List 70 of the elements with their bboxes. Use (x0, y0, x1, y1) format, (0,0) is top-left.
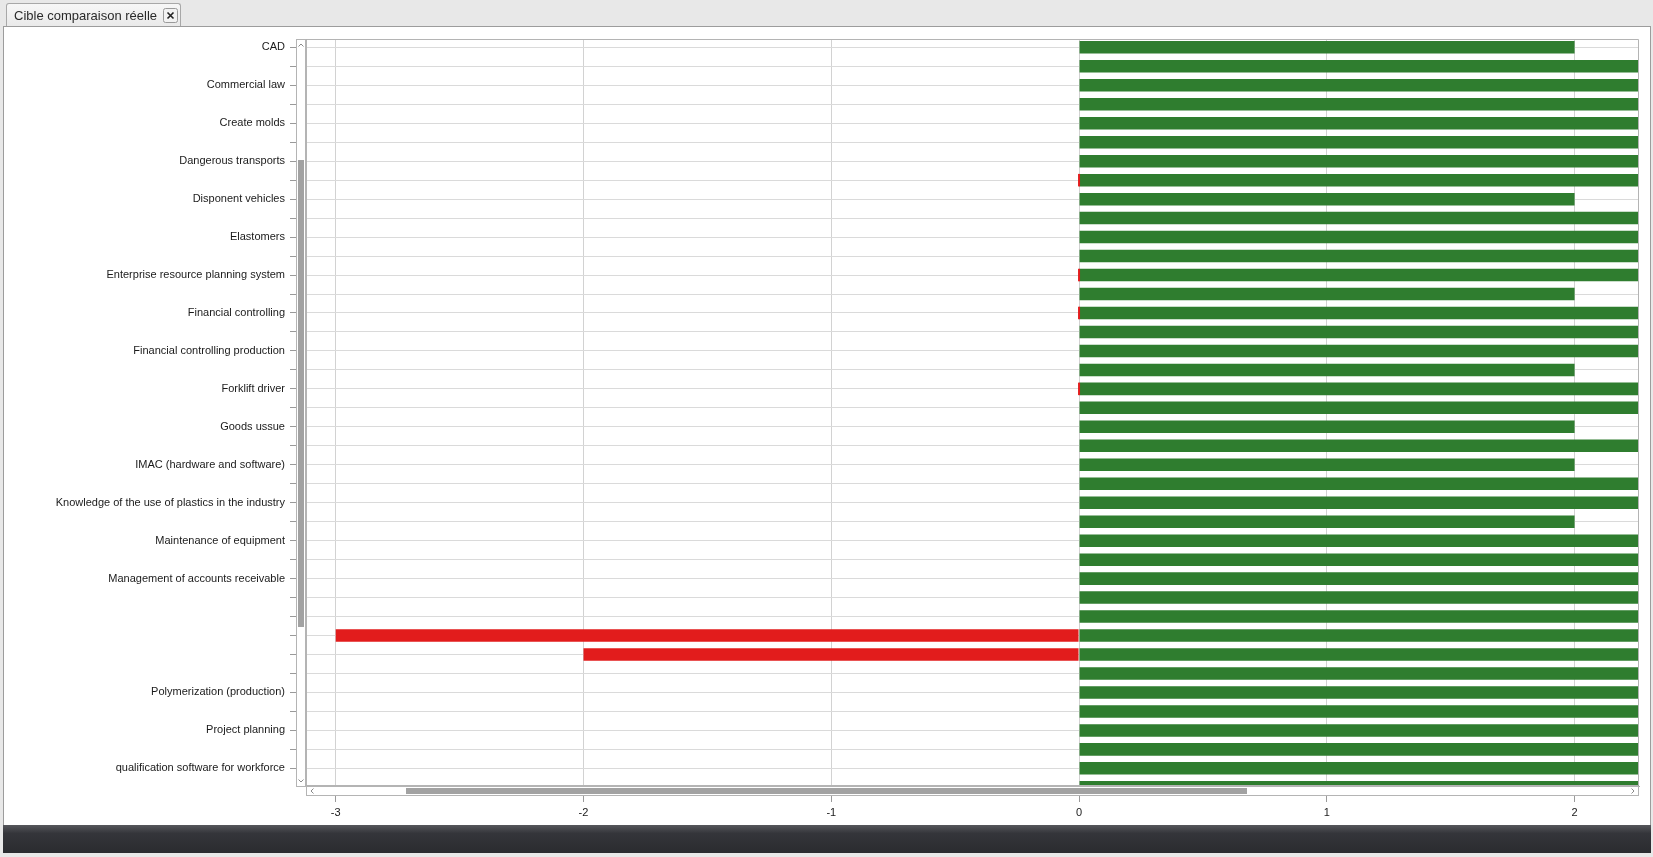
bar (1079, 382, 1639, 396)
bar (1079, 496, 1639, 509)
y-tick-label: Knowledge of the use of plastics in the industry (55, 495, 286, 508)
y-tick-label: Commercial law (206, 78, 286, 91)
bar (1079, 743, 1639, 756)
bar (1079, 724, 1639, 737)
bar (1079, 211, 1639, 225)
bar (1079, 667, 1639, 680)
bar (1079, 629, 1639, 642)
y-tick-label: Goods ussue (220, 419, 285, 432)
y-tick-label: IMAC (hardware and software) (135, 457, 285, 470)
y-tick-label: Forklift driver (221, 381, 286, 394)
bar (1079, 610, 1639, 623)
bar (1079, 192, 1575, 206)
y-tick-label: Enterprise resource planning system (106, 268, 285, 281)
x-tick-label: -2 (578, 805, 589, 818)
bar (1079, 401, 1639, 415)
bar (1079, 648, 1639, 661)
bar (1079, 458, 1575, 472)
bar (1079, 60, 1639, 73)
bar (1079, 344, 1639, 358)
bar (1079, 98, 1639, 111)
x-tick-label: -1 (826, 805, 837, 818)
y-tick-label: Financial controlling (187, 306, 285, 319)
bar (1078, 382, 1081, 396)
bar (583, 648, 1079, 661)
bar (1079, 572, 1639, 585)
bar (1079, 154, 1639, 168)
y-tick-label: Project planning (206, 723, 285, 736)
y-tick-label: Financial controlling production (133, 343, 285, 356)
bar (1078, 306, 1081, 320)
bar (1079, 116, 1639, 130)
x-tick-label: 2 (1571, 805, 1578, 818)
y-tick-label: Elastomers (229, 230, 286, 243)
bar (1079, 325, 1639, 339)
bar (1079, 306, 1639, 320)
bar (1079, 439, 1639, 453)
bar (1079, 705, 1639, 718)
bar (335, 629, 1079, 642)
x-tick-label: 0 (1075, 805, 1083, 818)
bar (1079, 135, 1639, 149)
tab: Cible comparaison réelle (6, 3, 181, 27)
y-tick-label: CAD (261, 40, 286, 53)
bar (1079, 79, 1639, 92)
y-tick-label: qualification software for workforce (115, 761, 285, 774)
y-tick-label: Polymerization (production) (151, 685, 285, 698)
bar (1079, 287, 1575, 301)
bar (1079, 173, 1639, 187)
x-tick-label: 1 (1323, 805, 1330, 818)
bar (1078, 268, 1081, 282)
bar (1079, 363, 1575, 377)
bar (1079, 420, 1575, 434)
x-tick-label: -3 (330, 805, 341, 818)
bar (1079, 268, 1639, 282)
bar (1079, 534, 1639, 547)
bar (1079, 249, 1639, 263)
bar (1079, 41, 1575, 54)
y-tick-label: Management of accounts receivable (108, 571, 285, 584)
bar (1079, 477, 1639, 491)
y-tick-label: Disponent vehicles (192, 192, 286, 205)
y-tick-label: Dangerous transports (179, 154, 286, 167)
bar (1079, 762, 1639, 775)
y-tick-label: Create molds (219, 116, 286, 129)
bar (1078, 173, 1081, 187)
bar (1079, 686, 1639, 699)
bar (1079, 230, 1639, 244)
y-tick-label: Maintenance of equipment (155, 533, 285, 546)
bar (1079, 515, 1575, 528)
bar (1079, 553, 1639, 566)
bar (1079, 591, 1639, 604)
